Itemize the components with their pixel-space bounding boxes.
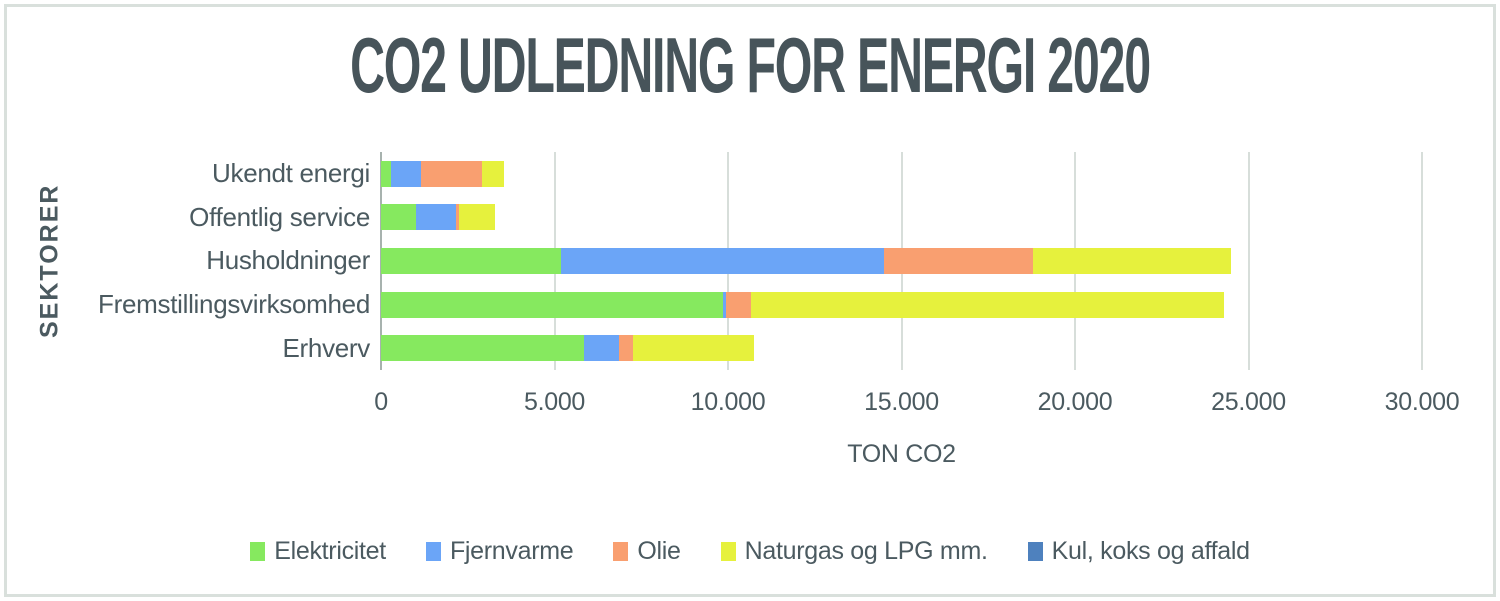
- bar-segment-naturgas-og-lpg-mm: [459, 204, 496, 231]
- stacked-bar: [381, 335, 754, 362]
- legend-swatch-icon: [613, 542, 629, 561]
- category-label-erhverv: Erhverv: [282, 332, 371, 363]
- bar-segment-naturgas-og-lpg-mm: [750, 291, 1225, 318]
- category-label-offentlig-service: Offentlig service: [189, 201, 370, 232]
- legend: Elektricitet Fjernvarme Olie Naturgas og LP…: [0, 537, 1500, 566]
- legend-label: Olie: [637, 537, 681, 565]
- stacked-bar: [381, 160, 505, 187]
- x-tick-label: 10.000: [690, 388, 766, 416]
- stacked-bar: [381, 204, 496, 231]
- bar-segment-naturgas-og-lpg-mm: [481, 160, 505, 187]
- legend-label: Naturgas og LPG mm.: [744, 537, 988, 565]
- bar-segment-fjernvarme: [722, 291, 727, 318]
- chart-title: CO2 UDLEDNING FOR ENERGI 2020: [0, 26, 1500, 104]
- x-tick-label: 0: [374, 388, 388, 416]
- bar-segment-elektricitet: [381, 247, 562, 274]
- stacked-bar: [381, 291, 1225, 318]
- category-label-husholdninger: Husholdninger: [206, 245, 370, 276]
- bar-segment-olie: [618, 335, 633, 362]
- bar-segment-fjernvarme: [415, 204, 456, 231]
- legend-item-naturgas-og-lpg-mm: Naturgas og LPG mm.: [720, 537, 988, 566]
- y-axis-labels: Ukendt energi Offentlig service Husholdnin…: [60, 152, 370, 370]
- bar-segment-fjernvarme: [561, 247, 885, 274]
- bar-row-offentlig-service: [381, 196, 1422, 240]
- gridline-25000: [1247, 152, 1250, 370]
- legend-label: Fjernvarme: [449, 537, 574, 565]
- x-tick-label: 5.000: [523, 388, 586, 416]
- x-tick-label: 30.000: [1384, 388, 1460, 416]
- bar-segment-fjernvarme: [583, 335, 619, 362]
- legend-label: Kul, koks og affald: [1051, 537, 1250, 565]
- x-axis-ticks: 0 5.000 10.000 15.000 20.000 25.000 30.000: [374, 388, 1459, 420]
- bar-segment-naturgas-og-lpg-mm: [632, 335, 754, 362]
- bar-row-husholdninger: [381, 239, 1422, 283]
- bar-row-ukendt-energi: [381, 152, 1422, 196]
- legend-item-fjernvarme: Fjernvarme: [425, 537, 574, 566]
- bar-row-fremstillingsvirksomhed: [381, 283, 1422, 327]
- bar-segment-fjernvarme: [391, 160, 421, 187]
- bar-segment-elektricitet: [381, 335, 584, 362]
- legend-item-olie: Olie: [613, 537, 681, 566]
- stacked-bar: [381, 247, 1232, 274]
- category-label-fremstillingsvirksomhed: Fremstillingsvirksomhed: [98, 289, 370, 320]
- x-tick-label: 20.000: [1037, 388, 1113, 416]
- bar-segment-olie: [455, 204, 460, 231]
- x-axis-title: TON CO2: [847, 440, 956, 468]
- bar-row-erhverv: [381, 326, 1422, 370]
- bar-segment-olie: [726, 291, 751, 318]
- bar-segment-olie: [420, 160, 482, 187]
- bar-segment-olie: [884, 247, 1034, 274]
- x-tick-label: 25.000: [1211, 388, 1286, 416]
- legend-item-kul-koks-og-affald: Kul, koks og affald: [1027, 537, 1250, 566]
- bar-segment-elektricitet: [381, 291, 723, 318]
- bar-rows: [381, 152, 1422, 370]
- chart-title-text: CO2 UDLEDNING FOR ENERGI 2020: [350, 21, 1151, 109]
- x-tick-label: 15.000: [864, 388, 939, 416]
- legend-swatch-icon: [720, 542, 736, 561]
- plot-area: [380, 152, 1423, 370]
- legend-swatch-icon: [250, 542, 266, 561]
- legend-item-elektricitet: Elektricitet: [250, 537, 386, 566]
- legend-swatch-icon: [425, 542, 441, 561]
- legend-label: Elektricitet: [274, 537, 386, 565]
- legend-swatch-icon: [1027, 542, 1043, 561]
- category-label-ukendt-energi: Ukendt energi: [212, 158, 370, 189]
- bar-segment-elektricitet: [381, 160, 392, 187]
- bar-segment-elektricitet: [381, 204, 416, 231]
- gridline-30000: [1421, 152, 1423, 370]
- bar-segment-naturgas-og-lpg-mm: [1033, 247, 1232, 274]
